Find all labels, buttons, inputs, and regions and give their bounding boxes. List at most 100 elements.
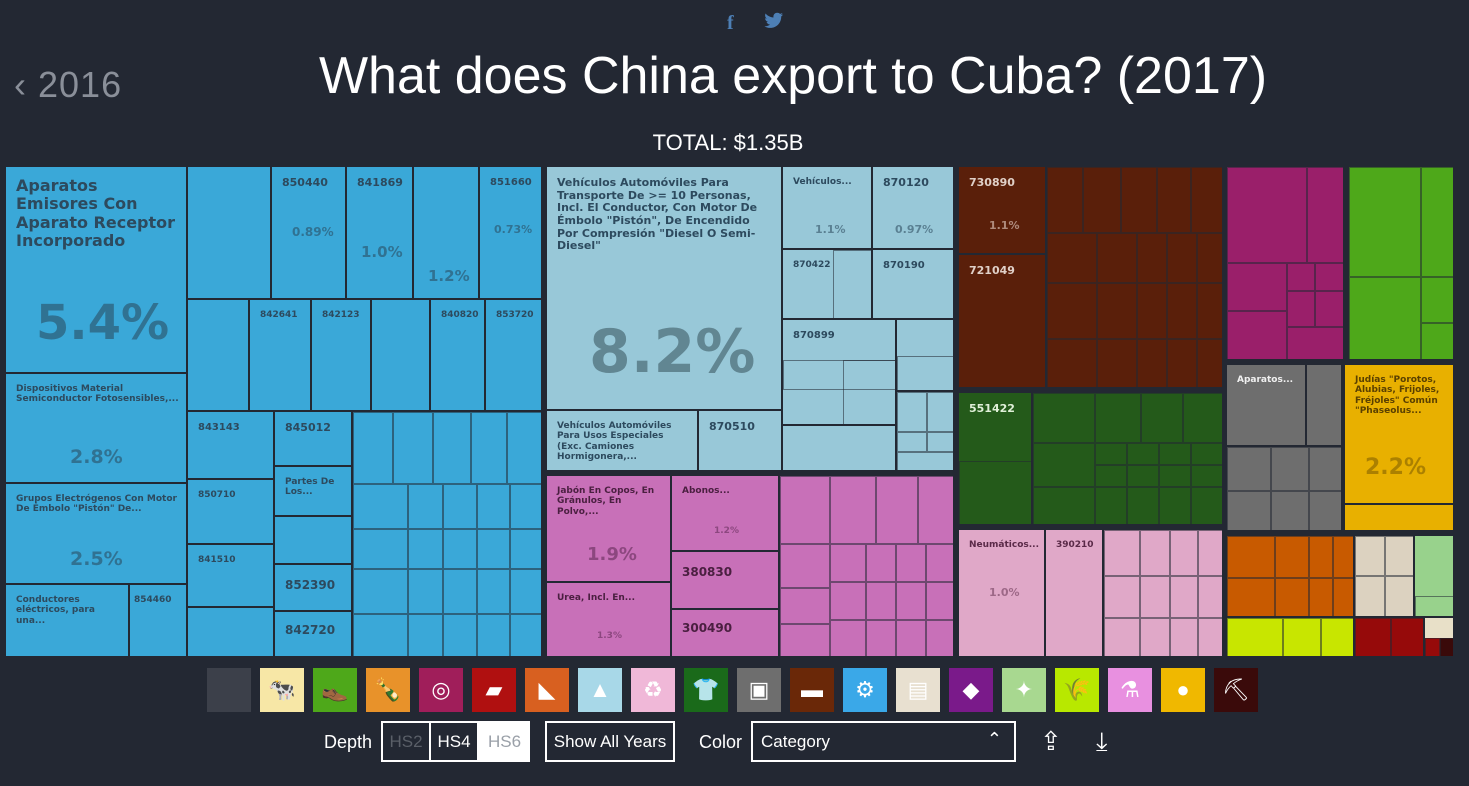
treemap-cell[interactable] [187, 166, 271, 299]
cell-code: 721049 [969, 264, 1015, 277]
treemap-cell-300490[interactable]: 300490 [671, 609, 779, 657]
treemap-cell[interactable] [187, 299, 249, 411]
depth-hs6-button[interactable]: HS6 [479, 721, 530, 762]
chemicals-icon[interactable]: ⚗ [1108, 668, 1152, 712]
treemap-cell-semiconductor[interactable]: Dispositivos Material Semiconductor Foto… [5, 373, 187, 483]
treemap-cell-551422[interactable]: 551422 [958, 392, 1032, 525]
show-all-years-button[interactable]: Show All Years [545, 721, 675, 762]
metals-anvil-icon[interactable]: ▬ [790, 668, 834, 712]
treemap-cell-group-hides[interactable] [1414, 535, 1454, 617]
treemap-cell-842641[interactable]: 842641 [249, 299, 311, 411]
twitter-icon[interactable] [764, 12, 784, 36]
treemap-cell-vehicles[interactable]: Vehículos... 1.1% [782, 166, 872, 249]
treemap-cell[interactable] [371, 299, 430, 411]
recycle-icon[interactable]: ♻ [631, 668, 675, 712]
depth-hs4-button[interactable]: HS4 [431, 721, 479, 762]
treemap-cell-842720[interactable]: 842720 [274, 611, 352, 657]
treemap-cell-group-vegetable[interactable] [1226, 617, 1354, 657]
treemap-cell-soap[interactable]: Jabón En Copos, En Gránulos, En Polvo,..… [546, 475, 671, 582]
treemap-cell-tires[interactable]: Neumáticos... 1.0% [958, 529, 1045, 657]
treemap-cell-870510[interactable]: 870510 [698, 410, 782, 471]
treemap-cell-841869[interactable]: 841869 1.0% [346, 166, 413, 299]
treemap-cell-852390[interactable]: 852390 [274, 564, 352, 611]
transport-icon[interactable]: ▲ [578, 668, 622, 712]
treemap-cell[interactable]: 1.2% [413, 166, 479, 299]
previous-year-link[interactable]: ‹ 2016 [14, 64, 122, 106]
treemap-cell-870899[interactable]: 870899 [782, 319, 896, 425]
treemap-cell-group-small[interactable] [779, 475, 954, 657]
foodstuffs-icon[interactable]: 🍾 [366, 668, 410, 712]
cell-code: 551422 [969, 402, 1015, 415]
treemap-cell-853720[interactable]: 853720 [485, 299, 542, 411]
share-icon[interactable]: ⇪ [1040, 726, 1062, 756]
treemap-cell-fertilizers[interactable]: Abonos... 1.2% [671, 475, 779, 551]
plastics-rubber-icon[interactable]: ◎ [419, 668, 463, 712]
animal-hides-icon[interactable]: ✦ [1002, 668, 1046, 712]
machinery-gears-icon[interactable]: ⚙ [843, 668, 887, 712]
cell-label: Aparatos... [1237, 375, 1294, 385]
treemap-cell-group-footwear[interactable] [1348, 166, 1454, 360]
depth-hs2-button[interactable]: HS2 [381, 721, 431, 762]
treemap-cell-partes[interactable]: Partes De Los... [274, 466, 352, 516]
treemap-cell-group-small[interactable] [1103, 529, 1223, 657]
treemap-cell-851660[interactable]: 851660 0.73% [479, 166, 542, 299]
treemap-cell-group-misc[interactable] [1424, 617, 1454, 657]
treemap-cell-841510[interactable]: 841510 [187, 544, 274, 607]
treemap-cell[interactable] [1306, 364, 1342, 446]
treemap-cell-group-small[interactable] [352, 411, 542, 657]
misc-box-icon[interactable]: ▣ [737, 668, 781, 712]
treemap-cell-group-stone[interactable] [1226, 166, 1344, 360]
treemap-cell-380830[interactable]: 380830 [671, 551, 779, 609]
treemap-cell[interactable] [274, 516, 352, 564]
color-select[interactable]: Category ⌃ [751, 721, 1016, 762]
vegetable-products-icon[interactable]: 🌾 [1055, 668, 1099, 712]
treemap-cell-group-instruments[interactable] [1226, 535, 1354, 617]
treemap-cell-870190[interactable]: 870190 [872, 249, 954, 319]
treemap-cell-buses-diesel[interactable]: Vehículos Automóviles Para Transporte De… [546, 166, 782, 410]
treemap-cell-840820[interactable]: 840820 [430, 299, 485, 411]
treemap-cell[interactable] [782, 425, 896, 471]
treemap-cell-group-paper[interactable] [1354, 535, 1414, 617]
treemap-cell-845012[interactable]: 845012 [274, 411, 352, 466]
treemap-cell-generators[interactable]: Grupos Electrógenos Con Motor De Émbolo … [5, 483, 187, 584]
treemap-cell-aparatos[interactable]: Aparatos... [1226, 364, 1306, 446]
cell-percent: 0.73% [494, 223, 533, 236]
treemap-cell-730890[interactable]: 730890 1.1% [958, 166, 1046, 254]
animal-products-icon[interactable]: 🐄 [260, 668, 304, 712]
treemap-cell-group-small[interactable] [1046, 166, 1223, 388]
treemap-cell-group-red[interactable] [1354, 617, 1424, 657]
download-icon[interactable]: ⤓ [1096, 726, 1108, 756]
treemap-cell-group-small[interactable] [1032, 392, 1223, 525]
treemap-cell-842123[interactable]: 842123 [311, 299, 371, 411]
minerals-icon[interactable]: ◣ [525, 668, 569, 712]
treemap-cell-721049[interactable]: 721049 [958, 254, 1046, 388]
all-icon[interactable] [207, 668, 251, 712]
cell-label: Neumáticos... [969, 540, 1040, 550]
treemap-cell-850710[interactable]: 850710 [187, 479, 274, 544]
weapons-pickaxe-icon[interactable]: ⛏ [1214, 668, 1258, 712]
paper-icon[interactable]: ▤ [896, 668, 940, 712]
facebook-icon[interactable]: f [727, 12, 734, 34]
treemap-cell-390210[interactable]: 390210 [1045, 529, 1103, 657]
treemap-cell-beans[interactable]: Judías "Porotos, Alubias, Frijoles, Fréj… [1344, 364, 1454, 504]
precious-stones-icon[interactable]: ◆ [949, 668, 993, 712]
treemap-cell[interactable] [896, 319, 954, 391]
treemap-cell-urea[interactable]: Urea, Incl. En... 1.3% [546, 582, 671, 657]
treemap-cell-group-small[interactable] [896, 391, 954, 471]
treemap-cell-special-vehicles[interactable]: Vehículos Automóviles Para Usos Especial… [546, 410, 698, 471]
treemap-cell-854460[interactable]: 854460 [129, 584, 187, 657]
treemap-cell-870120[interactable]: 870120 0.97% [872, 166, 954, 249]
cell-percent: 5.4% [36, 295, 170, 351]
treemap-cell-870422[interactable]: 870422 [782, 249, 872, 319]
treemap-cell-group-small[interactable] [1226, 446, 1342, 531]
treemap-cell-conductors[interactable]: Conductores eléctricos, para una... [5, 584, 129, 657]
textiles-icon[interactable]: 👕 [684, 668, 728, 712]
stone-glass-icon[interactable]: ▰ [472, 668, 516, 712]
treemap-cell-transmitters[interactable]: Aparatos Emisores Con Aparato Receptor I… [5, 166, 187, 373]
treemap-cell[interactable] [187, 607, 274, 657]
vegetables-tomato-icon[interactable]: ● [1161, 668, 1205, 712]
treemap-cell-843143[interactable]: 843143 [187, 411, 274, 479]
treemap-cell-850440[interactable]: 850440 0.89% [271, 166, 346, 299]
footwear-icon[interactable]: 👞 [313, 668, 357, 712]
treemap-cell[interactable] [1344, 504, 1454, 531]
